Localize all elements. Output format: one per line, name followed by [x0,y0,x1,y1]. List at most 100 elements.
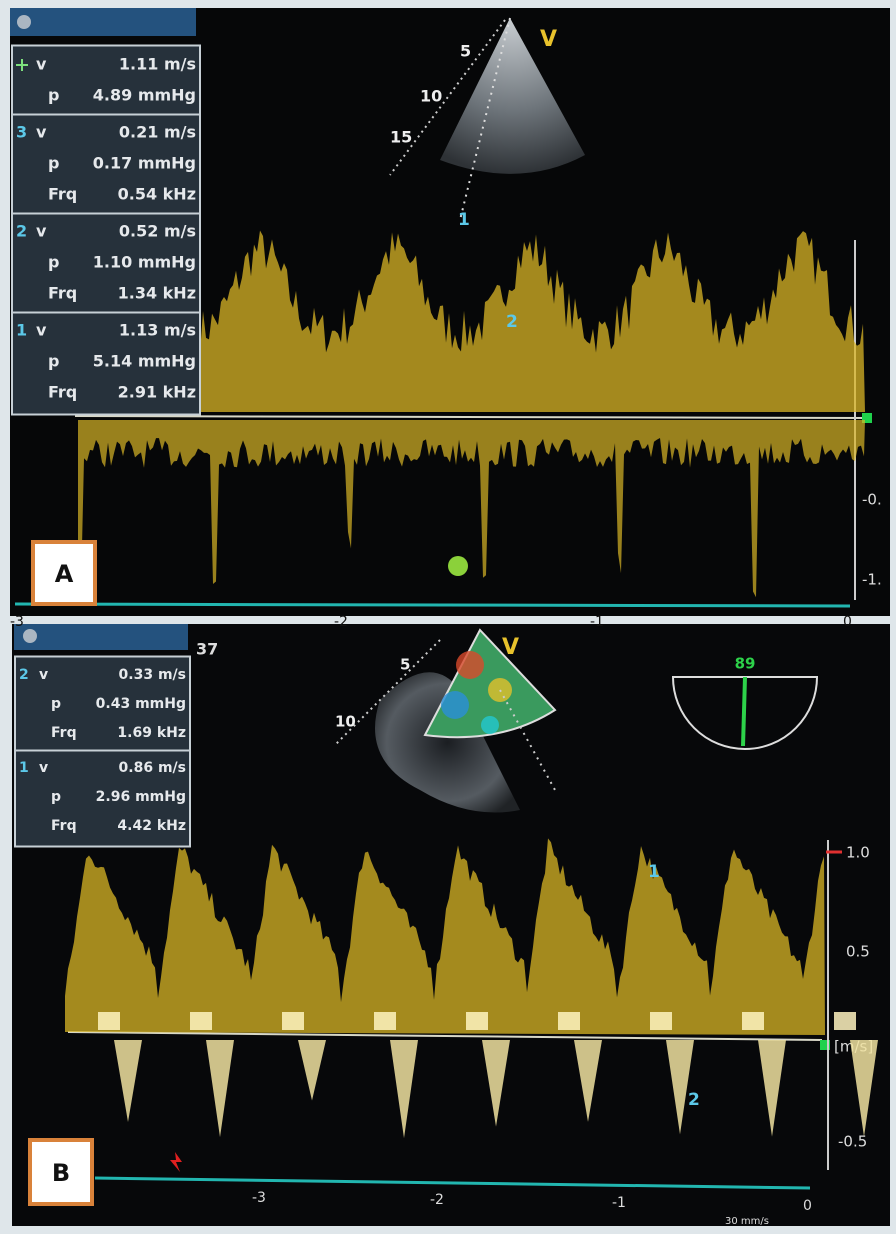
cursor-label: 1 [458,210,470,230]
measurement-key: p [48,86,59,105]
measurement-key: Frq [51,725,77,741]
frame-label: 37 [196,640,218,659]
panel-label-box [28,1138,94,1206]
measurement-value: 2.91 kHz [118,383,196,402]
measurement-key: p [48,253,59,272]
spectrum-bright [374,1012,396,1030]
spectrum-bright [742,1012,764,1030]
depth-scale [389,19,506,176]
measurement-key: Frq [48,185,77,204]
depth-scale [334,639,441,746]
spectrum-reverse [758,1040,786,1137]
angle-label: 89 [735,655,756,673]
measurement-key: v [39,760,48,776]
time-axis [94,1176,811,1190]
angle-gauge [671,676,819,750]
spectrum-reverse [574,1040,602,1122]
scale-label: 1.0 [846,844,870,862]
measurement-value: 1.10 mmHg [93,253,196,272]
color-blob [456,651,484,679]
depth-label: 5 [460,42,471,61]
icon [23,629,37,643]
spectrum-reverse [850,1040,878,1137]
time-tick: -1 [590,614,604,630]
measurement-index: 1 [19,760,29,776]
panel-label: B [52,1159,70,1187]
color-blob [441,691,469,719]
scale-label: -0.5 [838,1133,867,1151]
sweep-speed: 30 mm/s [725,1216,769,1227]
baseline [74,415,869,419]
scale-label: -1. [862,571,882,589]
measurement-value: 0.43 mmHg [96,696,186,712]
time-tick: -3 [252,1190,266,1206]
measurement-key: Frq [51,818,77,834]
measurement-value: 0.21 m/s [119,123,196,142]
baseline [67,1031,823,1041]
spectrum-reverse [78,420,865,598]
time-tick: -1 [612,1195,626,1211]
icon [17,15,31,29]
measurement-value: 0.17 mmHg [93,154,196,173]
measurement-key: p [51,789,61,805]
measurement-index: 2 [19,667,29,683]
cursor-line [499,689,556,791]
measurement-key: v [36,321,47,340]
cursor-label: 1 [648,862,660,882]
measurement-value: 0.52 m/s [119,222,196,241]
measurement-value: 1.34 kHz [118,284,196,303]
color-blob [481,716,499,734]
time-tick: -3 [10,614,24,630]
spectrum-reverse [482,1040,510,1127]
spectrum-reverse [298,1040,326,1101]
panel-label: A [55,560,74,588]
measurement-key: p [51,696,61,712]
measurement-key: v [39,667,48,683]
measurement-value: 4.42 kHz [117,818,186,834]
baseline-handle [862,413,872,423]
measurement-key: v [36,123,47,142]
measurement-value: 4.89 mmHg [93,86,196,105]
measurement-key: p [48,154,59,173]
crosshair-icon [16,59,28,71]
measurement-index: 1 [16,321,27,340]
probe-label: V [502,635,519,660]
time-tick: -2 [430,1192,444,1208]
cursor-label: 2 [506,312,518,332]
cursor-label: 2 [688,1090,700,1110]
measurement-value: 1.69 kHz [117,725,186,741]
baseline-handle [820,1040,830,1050]
time-tick: -2 [334,614,348,630]
measurement-value: 0.33 m/s [119,667,186,683]
probe-label: V [540,27,557,52]
spectrum-bright [834,1012,856,1030]
spectrum-forward [200,230,865,412]
measurement-value: 1.13 m/s [119,321,196,340]
angle-needle [741,676,747,747]
measurement-key: v [36,222,47,241]
depth-label: 10 [420,87,442,106]
time-tick: 0 [803,1198,812,1214]
spectrum-bright [190,1012,212,1030]
scale-label: -0. [862,491,882,509]
spectrum-bright [650,1012,672,1030]
measurement-value: 2.96 mmHg [96,789,186,805]
time-axis [14,602,851,608]
toolbar-b [14,624,188,650]
ecg-marker [170,1152,182,1172]
measurement-key: p [48,352,59,371]
measurement-index: 2 [16,222,27,241]
spectrum-forward [65,838,825,1035]
spectrum-reverse [114,1040,142,1123]
measurement-value: 0.86 m/s [119,760,186,776]
spectrum-reverse [390,1040,418,1139]
measurement-value: 1.11 m/s [119,55,196,74]
depth-label: 5 [400,656,410,674]
scale-label: 0.5 [846,943,870,961]
depth-label: 15 [390,128,412,147]
b-mode-fan [375,672,520,813]
spectrum-reverse [206,1040,234,1138]
b-mode-fan [440,18,585,174]
measurement-key: Frq [48,383,77,402]
